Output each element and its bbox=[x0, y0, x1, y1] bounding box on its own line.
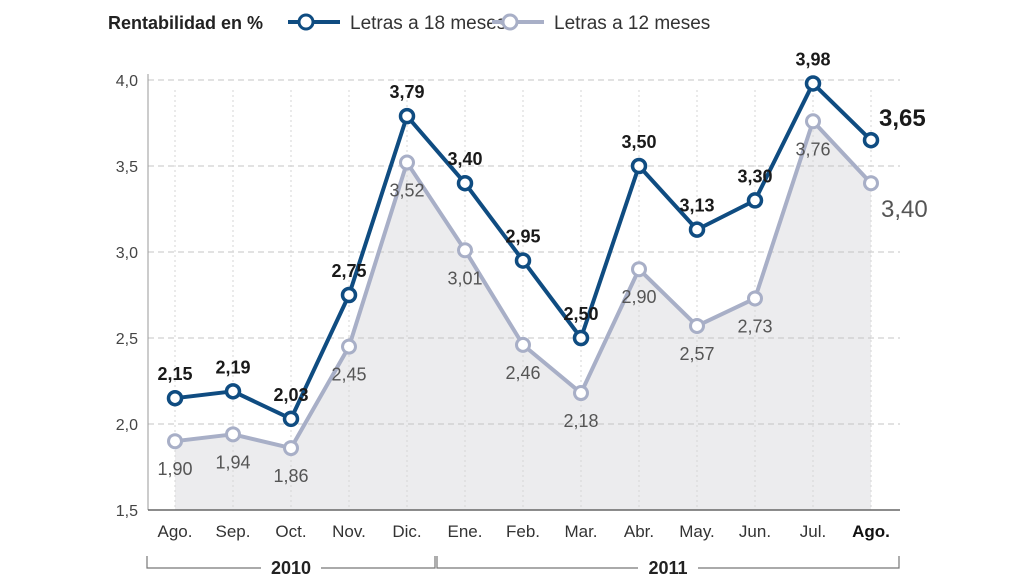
data-label-18-meses: 2,95 bbox=[505, 227, 540, 247]
data-label-18-meses: 2,75 bbox=[331, 261, 366, 281]
data-point-18-meses bbox=[804, 75, 822, 92]
x-tick-label: Nov. bbox=[332, 522, 366, 541]
data-label-18-meses: 3,98 bbox=[795, 49, 830, 69]
data-point-12-meses bbox=[747, 290, 763, 307]
data-label-18-meses: 3,40 bbox=[447, 149, 482, 169]
data-point-18-meses bbox=[456, 174, 474, 192]
data-point-12-meses bbox=[573, 385, 589, 402]
data-label-18-meses: 3,13 bbox=[679, 196, 714, 216]
data-point-12-meses bbox=[283, 440, 299, 457]
data-point-12-meses bbox=[631, 261, 647, 278]
year-label-bg bbox=[261, 554, 321, 574]
data-label-18-meses: 3,50 bbox=[621, 132, 656, 152]
data-point-12-meses bbox=[515, 336, 531, 353]
data-point-12-meses bbox=[341, 338, 357, 355]
y-tick-label: 1,5 bbox=[116, 503, 138, 520]
legend-marker bbox=[297, 13, 315, 31]
x-tick-label: Ago. bbox=[852, 522, 890, 541]
x-tick-label: Ene. bbox=[448, 522, 483, 541]
x-tick-label: Mar. bbox=[564, 522, 597, 541]
y-tick-label: 3,0 bbox=[116, 245, 138, 262]
data-point-12-meses bbox=[225, 426, 241, 443]
data-label-18-meses: 2,15 bbox=[157, 364, 192, 384]
data-label-12-meses: 2,57 bbox=[679, 344, 714, 364]
data-point-18-meses bbox=[282, 410, 300, 428]
y-tick-label: 2,0 bbox=[116, 417, 138, 434]
y-tick-label: 4,0 bbox=[116, 73, 138, 90]
data-point-18-meses bbox=[862, 131, 880, 149]
x-tick-label: Dic. bbox=[392, 522, 421, 541]
data-label-12-meses: 2,90 bbox=[621, 287, 656, 307]
data-label-12-meses: 3,01 bbox=[447, 268, 482, 288]
x-tick-label: Oct. bbox=[275, 522, 306, 541]
x-tick-label: Abr. bbox=[624, 522, 654, 541]
data-label-12-meses: 2,73 bbox=[737, 316, 772, 336]
data-point-18-meses bbox=[746, 192, 764, 209]
data-point-12-meses bbox=[167, 433, 183, 450]
area-fill bbox=[175, 121, 871, 510]
data-label-12-meses: 1,90 bbox=[157, 459, 192, 479]
legend-entry: Letras a 18 meses bbox=[350, 13, 506, 34]
data-label-12-meses: 1,94 bbox=[215, 452, 250, 472]
data-label-12-meses: 3,40 bbox=[881, 196, 928, 223]
data-label-12-meses: 2,46 bbox=[505, 363, 540, 383]
data-label-12-meses: 2,45 bbox=[331, 365, 366, 385]
x-tick-label: Jul. bbox=[800, 522, 826, 541]
data-point-18-meses bbox=[688, 221, 706, 238]
data-label-18-meses: 3,79 bbox=[389, 82, 424, 102]
data-label-12-meses: 1,86 bbox=[273, 466, 308, 486]
year-label-bg bbox=[638, 554, 698, 574]
x-tick-label: May. bbox=[679, 522, 715, 541]
data-point-18-meses bbox=[340, 286, 358, 304]
data-point-18-meses bbox=[224, 383, 242, 400]
data-point-18-meses bbox=[514, 252, 532, 269]
data-point-12-meses bbox=[863, 175, 879, 192]
y-tick-label: 2,5 bbox=[116, 331, 138, 348]
data-point-12-meses bbox=[805, 113, 821, 130]
data-label-18-meses: 2,19 bbox=[215, 357, 250, 377]
data-label-12-meses: 3,52 bbox=[389, 181, 424, 201]
legend-entry: Letras a 12 meses bbox=[554, 13, 710, 34]
data-point-18-meses bbox=[398, 107, 416, 125]
data-point-18-meses bbox=[630, 157, 648, 175]
data-label-12-meses: 3,76 bbox=[795, 139, 830, 159]
x-tick-label: Jun. bbox=[739, 522, 771, 541]
data-point-12-meses bbox=[457, 242, 473, 259]
x-tick-label: Sep. bbox=[216, 522, 251, 541]
data-point-12-meses bbox=[689, 317, 705, 334]
x-tick-label: Feb. bbox=[506, 522, 540, 541]
x-tick-label: Ago. bbox=[158, 522, 193, 541]
data-point-12-meses bbox=[399, 154, 415, 171]
y-tick-label: 3,5 bbox=[116, 159, 138, 176]
data-point-18-meses bbox=[166, 389, 184, 407]
data-label-18-meses: 3,65 bbox=[879, 105, 926, 132]
year-label: 2011 bbox=[648, 558, 687, 578]
data-label-18-meses: 2,03 bbox=[273, 385, 308, 405]
year-label: 2010 bbox=[271, 558, 311, 578]
chart-title: Rentabilidad en % bbox=[108, 13, 263, 33]
legend-marker bbox=[501, 13, 519, 31]
data-label-12-meses: 2,18 bbox=[563, 411, 598, 431]
data-point-18-meses bbox=[572, 329, 590, 347]
data-label-18-meses: 3,30 bbox=[737, 166, 772, 186]
data-label-18-meses: 2,50 bbox=[563, 304, 598, 324]
